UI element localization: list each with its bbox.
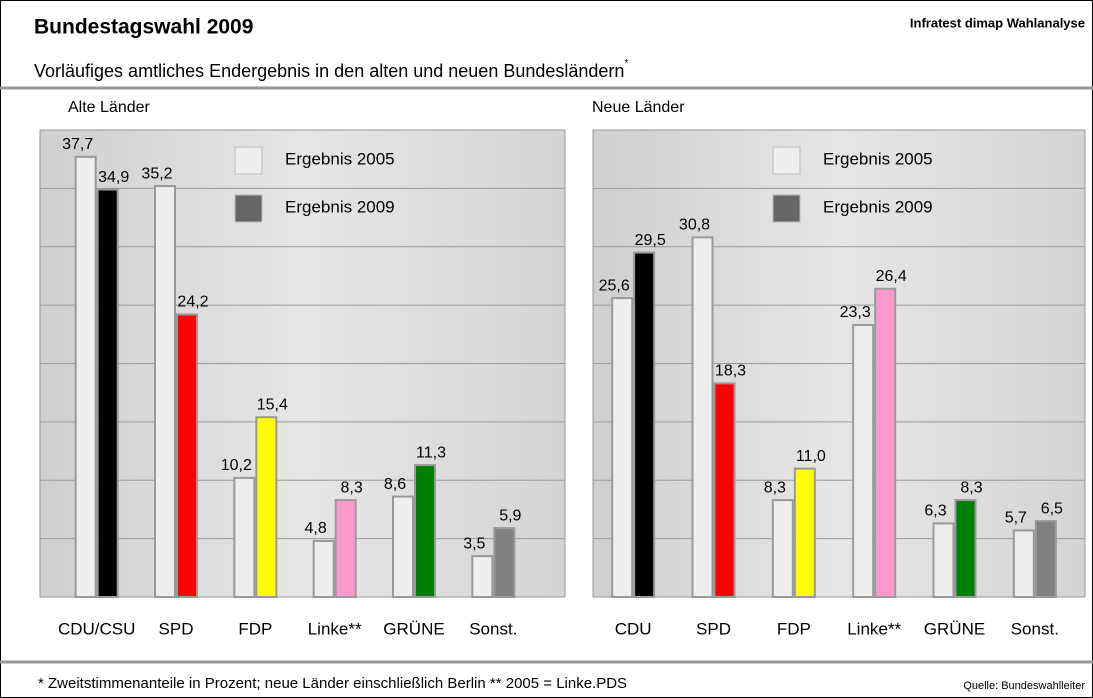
legend-label: Ergebnis 2009: [285, 197, 395, 216]
bar: [176, 313, 198, 598]
bar: [74, 155, 97, 598]
value-label: 24,2: [177, 294, 208, 311]
bar: [154, 185, 176, 598]
bar: [471, 555, 494, 599]
bar: [793, 467, 816, 599]
value-label: 26,4: [876, 268, 907, 285]
subtitle-marker: *: [624, 58, 628, 69]
legend-swatch: [234, 194, 263, 223]
value-label: 4,8: [305, 520, 327, 537]
x-tick-label: Sonst.: [1011, 619, 1059, 638]
value-label: 8,3: [341, 479, 363, 496]
bar: [874, 287, 897, 598]
bar: [1034, 520, 1057, 598]
bar: [611, 297, 634, 598]
value-label: 8,3: [960, 479, 982, 496]
panel-title: Neue Länder: [592, 99, 685, 116]
x-tick-label: Sonst.: [469, 619, 517, 638]
x-tick-label: Linke**: [308, 619, 362, 638]
value-label: 18,3: [715, 363, 746, 380]
value-label: 10,2: [221, 457, 252, 474]
bar: [1012, 529, 1035, 599]
value-label: 35,2: [141, 165, 172, 182]
value-label: 5,7: [1005, 510, 1027, 527]
bar: [633, 251, 656, 598]
bar: [713, 382, 736, 598]
value-label: 5,9: [499, 507, 521, 524]
x-tick-label: FDP: [777, 619, 811, 638]
x-tick-label: FDP: [238, 619, 272, 638]
legend-label: Ergebnis 2005: [285, 149, 395, 168]
bar: [771, 499, 794, 598]
value-label: 37,7: [62, 136, 93, 153]
legend-swatch: [234, 146, 263, 175]
value-label: 25,6: [599, 277, 630, 294]
value-label: 29,5: [635, 232, 666, 249]
bar: [233, 476, 256, 599]
page-title: Bundestagswahl 2009: [34, 16, 253, 39]
x-tick-label: Linke**: [847, 619, 901, 638]
legend-label: Ergebnis 2005: [823, 149, 933, 168]
footer-source: Quelle: Bundeswahlleiter: [963, 680, 1085, 692]
bar: [414, 464, 436, 599]
value-label: 11,0: [796, 448, 826, 465]
x-tick-label: CDU/CSU: [58, 619, 135, 638]
legend-swatch: [772, 194, 801, 223]
bar: [932, 522, 955, 599]
value-label: 3,5: [463, 535, 485, 552]
page-source: Infratest dimap Wahlanalyse: [910, 15, 1085, 30]
value-label: 6,5: [1041, 500, 1063, 517]
legend-swatch: [772, 146, 801, 175]
page-subtitle: Vorläufiges amtliches Endergebnis in den…: [34, 58, 628, 81]
value-label: 11,3: [416, 444, 446, 461]
bar: [96, 188, 119, 598]
x-tick-label: CDU: [615, 619, 652, 638]
panel-title: Alte Länder: [68, 99, 151, 116]
legend-label: Ergebnis 2009: [823, 197, 933, 216]
value-label: 30,8: [679, 217, 710, 234]
x-tick-label: SPD: [159, 619, 194, 638]
bar: [493, 527, 516, 598]
bar: [334, 499, 357, 598]
value-label: 23,3: [840, 304, 871, 321]
bar: [392, 495, 414, 598]
bar: [255, 416, 278, 598]
x-tick-label: SPD: [696, 619, 731, 638]
value-label: 34,9: [98, 169, 129, 186]
bar: [852, 323, 875, 598]
x-tick-label: GRÜNE: [924, 619, 985, 638]
value-label: 6,3: [924, 503, 946, 520]
value-label: 15,4: [257, 396, 288, 413]
footer-note: * Zweitstimmenanteile in Prozent; neue L…: [38, 675, 627, 692]
value-label: 8,6: [384, 476, 406, 493]
value-label: 8,3: [764, 479, 786, 496]
subtitle-text: Vorläufiges amtliches Endergebnis in den…: [34, 61, 624, 81]
bar: [954, 499, 977, 598]
x-tick-label: GRÜNE: [383, 619, 444, 638]
bar: [691, 236, 714, 598]
bar: [312, 539, 335, 599]
